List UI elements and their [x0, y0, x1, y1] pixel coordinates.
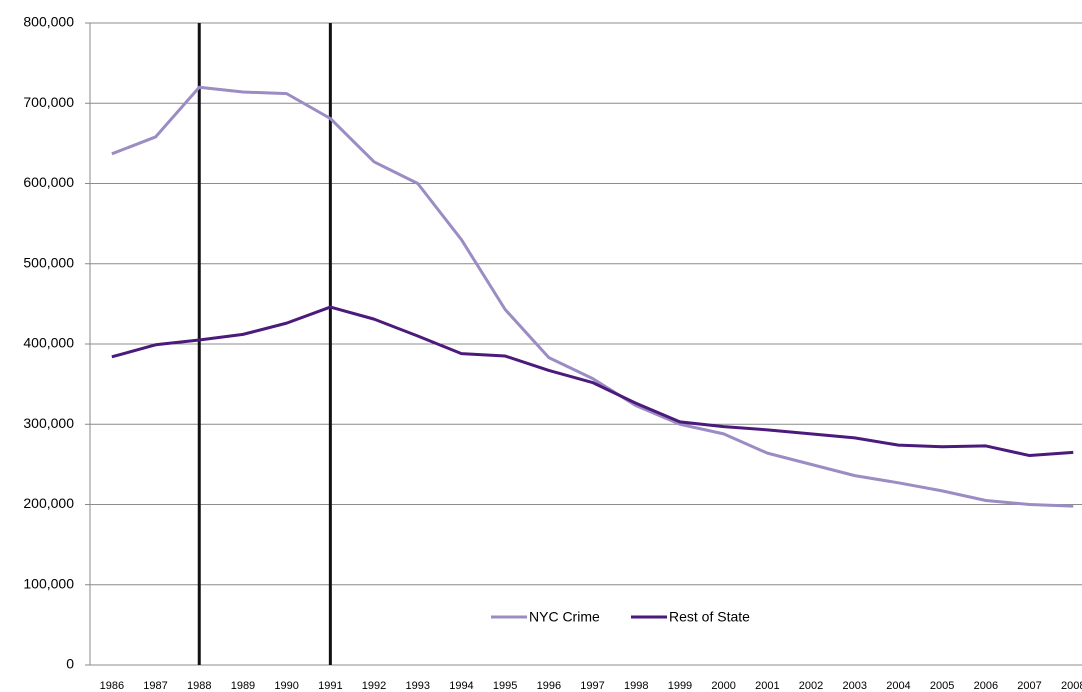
x-tick-label: 1992: [362, 680, 386, 692]
x-tick-label: 2008: [1061, 680, 1082, 692]
legend-label: Rest of State: [669, 609, 750, 625]
y-tick-label: 600,000: [23, 174, 74, 190]
legend-label: NYC Crime: [529, 609, 600, 625]
x-tick-label: 2005: [930, 680, 954, 692]
y-tick-label: 800,000: [23, 14, 74, 30]
x-tick-label: 1996: [537, 680, 561, 692]
y-tick-label: 500,000: [23, 254, 74, 270]
x-tick-label: 1997: [580, 680, 604, 692]
x-tick-label: 2003: [843, 680, 867, 692]
y-tick-label: 100,000: [23, 575, 74, 591]
x-tick-label: 2007: [1017, 680, 1041, 692]
x-tick-label: 1995: [493, 680, 517, 692]
x-tick-label: 2004: [886, 680, 910, 692]
y-tick-label: 700,000: [23, 94, 74, 110]
y-tick-label: 400,000: [23, 335, 74, 351]
x-tick-label: 1987: [143, 680, 167, 692]
x-tick-label: 1993: [406, 680, 430, 692]
series-line: [111, 85, 1074, 508]
x-tick-label: 1991: [318, 680, 342, 692]
x-tick-label: 1989: [231, 680, 255, 692]
x-tick-label: 1988: [187, 680, 211, 692]
x-tick-label: 2002: [799, 680, 823, 692]
y-tick-label: 300,000: [23, 415, 74, 431]
x-tick-label: 1990: [274, 680, 298, 692]
y-tick-label: 0: [66, 656, 74, 672]
x-tick-label: 1999: [668, 680, 692, 692]
x-tick-label: 1998: [624, 680, 648, 692]
x-tick-label: 2006: [974, 680, 998, 692]
series-line: [111, 305, 1074, 458]
x-tick-label: 1994: [449, 680, 473, 692]
x-tick-label: 2000: [711, 680, 735, 692]
x-tick-label: 1986: [100, 680, 124, 692]
x-tick-label: 2001: [755, 680, 779, 692]
y-tick-label: 200,000: [23, 495, 74, 511]
